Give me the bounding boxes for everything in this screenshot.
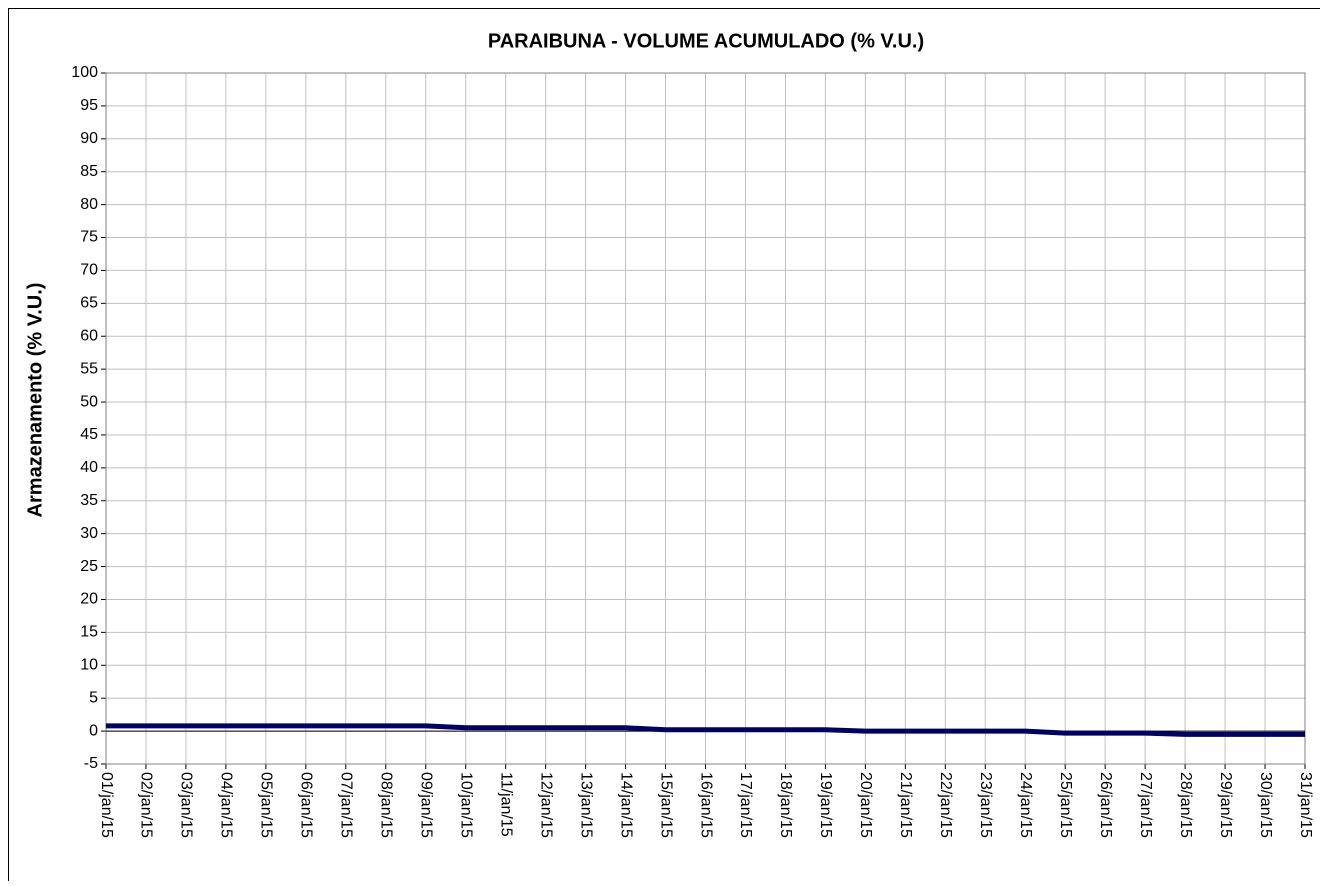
x-tick-label: 09/jan/15: [417, 772, 434, 838]
y-tick-label: 85: [80, 163, 98, 180]
y-tick-label: 95: [80, 97, 98, 114]
x-tick-label: 10/jan/15: [457, 772, 474, 838]
x-tick-label: 14/jan/15: [617, 772, 634, 838]
y-tick-label: 55: [80, 360, 98, 377]
x-tick-label: 13/jan/15: [577, 772, 594, 838]
y-tick-label: 90: [80, 130, 98, 147]
chart-title: PARAIBUNA - VOLUME ACUMULADO (% V.U.): [488, 30, 924, 52]
y-tick-label: 45: [80, 426, 98, 443]
x-tick-label: 05/jan/15: [258, 772, 275, 838]
y-tick-label: 80: [80, 196, 98, 213]
x-tick-label: 25/jan/15: [1057, 772, 1074, 838]
y-tick-label: 70: [80, 262, 98, 279]
y-tick-label: 65: [80, 295, 98, 312]
y-tick-label: 20: [80, 591, 98, 608]
x-tick-label: 03/jan/15: [178, 772, 195, 838]
x-tick-label: 17/jan/15: [737, 772, 754, 838]
y-tick-label: 40: [80, 459, 98, 476]
x-tick-label: 26/jan/15: [1097, 772, 1114, 838]
x-tick-label: 28/jan/15: [1177, 772, 1194, 838]
y-tick-label: -5: [84, 755, 98, 772]
y-tick-label: 100: [71, 64, 98, 81]
x-tick-label: 02/jan/15: [138, 772, 155, 838]
x-tick-label: 21/jan/15: [897, 772, 914, 838]
x-tick-label: 04/jan/15: [218, 772, 235, 838]
y-tick-label: 0: [89, 722, 98, 739]
x-tick-label: 27/jan/15: [1137, 772, 1154, 838]
x-tick-label: 22/jan/15: [937, 772, 954, 838]
y-tick-label: 30: [80, 525, 98, 542]
x-tick-label: 16/jan/15: [697, 772, 714, 838]
y-tick-label: 50: [80, 393, 98, 410]
x-tick-label: 19/jan/15: [817, 772, 834, 838]
x-tick-label: 06/jan/15: [298, 772, 315, 838]
x-tick-label: 08/jan/15: [378, 772, 395, 838]
y-tick-label: 10: [80, 657, 98, 674]
frame: [9, 9, 1320, 882]
x-tick-label: 30/jan/15: [1257, 772, 1274, 838]
x-tick-label: 18/jan/15: [777, 772, 794, 838]
y-tick-label: 5: [89, 689, 98, 706]
x-tick-label: 01/jan/15: [98, 772, 115, 838]
x-tick-label: 15/jan/15: [657, 772, 674, 838]
x-tick-label: 31/jan/15: [1297, 772, 1314, 838]
y-tick-label: 25: [80, 558, 98, 575]
y-tick-label: 15: [80, 624, 98, 641]
x-tick-label: 07/jan/15: [338, 772, 355, 838]
y-tick-label: 35: [80, 492, 98, 509]
y-axis-label: Armazenamento (% V.U.): [24, 283, 46, 518]
y-tick-label: 60: [80, 327, 98, 344]
x-tick-label: 20/jan/15: [857, 772, 874, 838]
y-tick-label: 75: [80, 229, 98, 246]
x-tick-label: 11/jan/15: [497, 772, 514, 837]
x-tick-label: 24/jan/15: [1017, 772, 1034, 838]
x-tick-label: 23/jan/15: [977, 772, 994, 838]
x-tick-label: 12/jan/15: [537, 772, 554, 838]
x-tick-label: 29/jan/15: [1217, 772, 1234, 838]
